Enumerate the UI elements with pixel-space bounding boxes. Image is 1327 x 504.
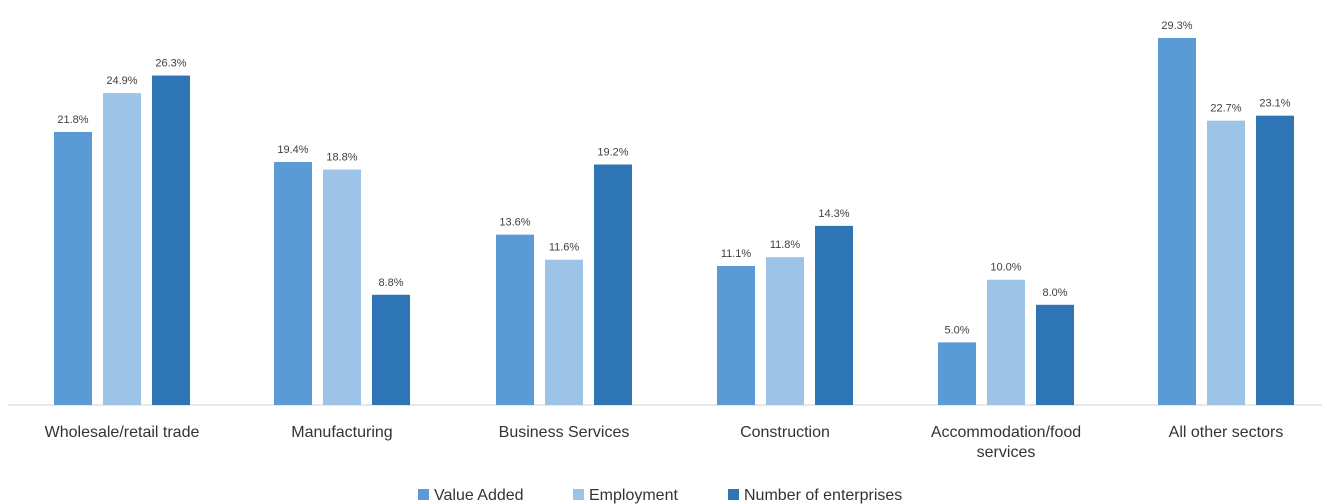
data-label: 22.7% xyxy=(1210,103,1241,115)
bar xyxy=(152,76,190,405)
legend-label: Number of enterprises xyxy=(744,487,902,504)
data-label: 26.3% xyxy=(155,58,186,70)
data-label: 8.8% xyxy=(378,277,403,289)
data-label: 13.6% xyxy=(499,217,530,229)
data-label: 5.0% xyxy=(944,324,969,336)
data-label: 18.8% xyxy=(326,152,357,164)
bar xyxy=(938,342,976,405)
bar xyxy=(1036,305,1074,405)
legend-label: Value Added xyxy=(434,487,524,504)
data-label: 11.1% xyxy=(721,248,752,260)
data-label: 29.3% xyxy=(1161,20,1192,32)
bar xyxy=(274,162,312,405)
category-labels-group: Wholesale/retail trade Manufacturing Busin… xyxy=(45,424,1284,461)
bar xyxy=(594,165,632,405)
bar xyxy=(372,295,410,405)
bar xyxy=(1256,116,1294,405)
data-label: 11.8% xyxy=(770,239,801,251)
category-label: Business Services xyxy=(499,424,630,441)
bar xyxy=(1158,38,1196,405)
bar xyxy=(1207,121,1245,405)
data-label: 11.6% xyxy=(549,242,580,254)
legend: Value Added Employment Number of enterpris… xyxy=(418,487,902,504)
bar xyxy=(103,93,141,405)
data-label: 24.9% xyxy=(106,75,137,87)
data-label: 21.8% xyxy=(57,114,88,126)
bar xyxy=(545,260,583,405)
data-label: 8.0% xyxy=(1042,287,1067,299)
legend-item: Value Added xyxy=(418,487,524,504)
category-label: Construction xyxy=(740,424,830,441)
data-labels-group: 21.8% 24.9% 26.3% 19.4% 18.8% 8.8% 13.6% 11.6% 1… xyxy=(57,20,1290,336)
category-label: services xyxy=(977,444,1036,461)
bars-group xyxy=(54,38,1294,405)
legend-swatch xyxy=(418,489,429,500)
bar xyxy=(323,170,361,405)
bar xyxy=(766,257,804,405)
data-label: 23.1% xyxy=(1259,98,1290,110)
bar xyxy=(987,280,1025,405)
data-label: 19.2% xyxy=(597,147,628,159)
legend-swatch xyxy=(573,489,584,500)
bar xyxy=(717,266,755,405)
category-label: Manufacturing xyxy=(291,424,392,441)
data-label: 10.0% xyxy=(990,262,1021,274)
data-label: 14.3% xyxy=(818,208,849,220)
category-label: Accommodation/food xyxy=(931,424,1081,441)
category-label: Wholesale/retail trade xyxy=(45,424,200,441)
legend-item: Number of enterprises xyxy=(728,487,902,504)
bar xyxy=(815,226,853,405)
legend-label: Employment xyxy=(589,487,678,504)
data-label: 19.4% xyxy=(277,144,308,156)
category-label: All other sectors xyxy=(1169,424,1284,441)
legend-item: Employment xyxy=(573,487,678,504)
bar xyxy=(54,132,92,405)
bar xyxy=(496,235,534,405)
legend-swatch xyxy=(728,489,739,500)
